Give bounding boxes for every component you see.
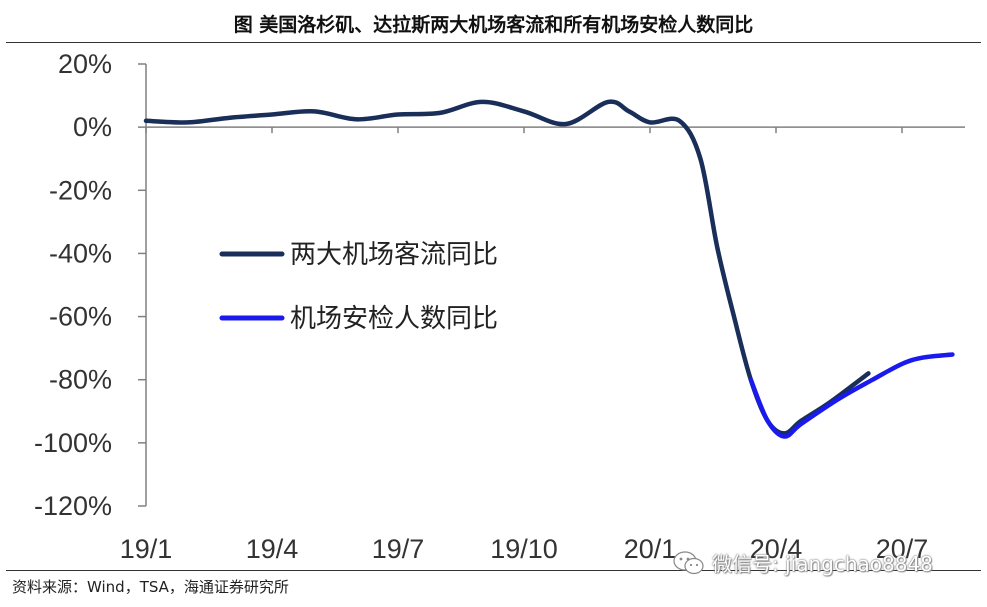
y-tick-label: 20% bbox=[58, 49, 112, 79]
y-tick-label: -80% bbox=[49, 365, 112, 395]
series-line-1 bbox=[143, 99, 871, 436]
series-layer bbox=[143, 99, 955, 439]
legend-label: 机场安检人数同比 bbox=[290, 304, 498, 334]
chart-title: 图 美国洛杉矶、达拉斯两大机场客流和所有机场安检人数同比 bbox=[233, 14, 754, 36]
title-divider bbox=[6, 42, 981, 43]
x-axis: 19/1 19/4 19/7 19/10 20/1 20/4 20/7 bbox=[120, 126, 965, 564]
source-note: 资料来源：Wind，TSA，海通证券研究所 bbox=[12, 578, 289, 596]
x-tick-label: 19/1 bbox=[120, 534, 173, 564]
watermark-text: 微信号: jiangchao8848 bbox=[712, 552, 933, 576]
x-tick-label: 19/10 bbox=[490, 534, 558, 564]
footer-divider bbox=[6, 570, 981, 571]
chart-title-bar: 图 美国洛杉矶、达拉斯两大机场客流和所有机场安检人数同比 bbox=[0, 0, 987, 44]
x-tick-label: 20/1 bbox=[624, 534, 677, 564]
line-chart: 20% 0% -20% -40% -60% -80% -100% -120% 19/1 19/4… bbox=[34, 49, 965, 564]
wechat-icon bbox=[673, 551, 704, 575]
x-tick-label: 20/7 bbox=[876, 534, 929, 564]
y-tick-label: -40% bbox=[49, 238, 112, 268]
y-tick-label: -20% bbox=[49, 175, 112, 205]
x-tick-label: 19/7 bbox=[372, 534, 425, 564]
series-line-2 bbox=[748, 352, 955, 439]
legend-label: 两大机场客流同比 bbox=[290, 240, 498, 270]
y-tick-label: 0% bbox=[73, 112, 112, 142]
y-tick-label: -100% bbox=[34, 428, 112, 458]
y-tick-label: -60% bbox=[49, 302, 112, 332]
x-tick-label: 20/4 bbox=[750, 534, 803, 564]
y-axis: 20% 0% -20% -40% -60% -80% -100% -120% bbox=[34, 49, 147, 521]
y-tick-label: -120% bbox=[34, 491, 112, 521]
x-tick-label: 19/4 bbox=[246, 534, 299, 564]
